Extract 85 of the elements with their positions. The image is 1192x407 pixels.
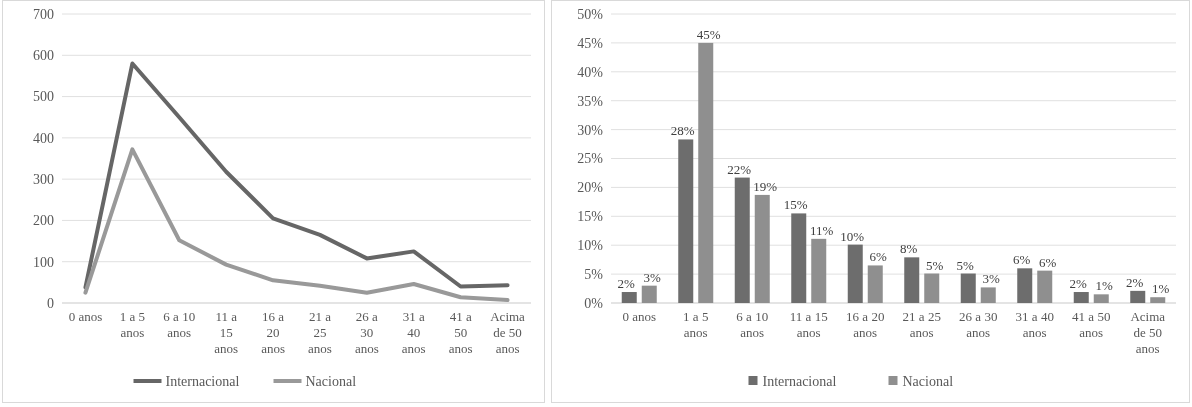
data-label: 8% [900,241,918,257]
data-label: 3% [982,271,1001,287]
data-label: 6% [1013,252,1031,268]
x-tick-label: 41 a 50 anos [1072,309,1111,340]
y-tick-label: 400 [33,130,54,146]
x-tick-label: 41 a 50 anos [448,309,473,356]
bar [811,238,827,303]
data-label: 5% [926,257,944,273]
data-label: 3% [643,269,662,285]
legend-label: Nacional [305,373,357,389]
x-tick-label: 26 a 30 anos [354,309,379,356]
data-label: 1% [1095,278,1114,294]
data-label: 19% [753,178,778,194]
bar [980,287,996,303]
data-label: 11% [810,222,834,238]
bar [1150,297,1166,303]
x-tick-label: 0 anos [622,309,657,324]
line-series [83,147,510,303]
y-tick-label: 35% [577,93,604,109]
y-tick-label: 500 [33,89,54,105]
y-tick-label: 50% [577,6,604,22]
y-tick-label: 45% [577,35,604,51]
y-tick-label: 0% [584,295,604,311]
bar [641,285,657,303]
x-tick-label: 16 a 20 anos [261,309,285,356]
data-label: 2% [1069,276,1088,292]
bar [1017,268,1033,303]
bar [734,177,750,303]
legend-label: Internacional [165,373,240,389]
x-tick-label: 6 a 10 anos [736,309,769,340]
legend-label: Nacional [902,373,954,389]
data-label: 10% [840,228,865,244]
x-tick-label: 26 a 30 anos [959,309,998,340]
bar [1037,270,1053,303]
x-tick-label: 1 a 5 anos [119,309,145,340]
data-label: 22% [727,161,752,177]
data-label: 2% [617,276,636,292]
data-label: 28% [670,123,695,139]
data-label: 45% [696,26,721,42]
data-label: 1% [1152,281,1170,297]
y-tick-label: 0 [47,295,54,311]
bar [1130,290,1146,303]
y-tick-label: 15% [577,209,604,225]
y-tick-label: 100 [33,254,54,270]
x-tick-label: 21 a 25 anos [308,309,332,356]
data-label: 5% [956,257,975,273]
y-tick-label: 600 [33,48,54,64]
y-tick-label: 700 [33,6,54,22]
bar [791,213,807,303]
bar [678,139,694,303]
bar [847,244,863,303]
bar [960,273,976,303]
data-label: 6% [1039,254,1057,270]
x-tick-label: 11 a 15 anos [214,309,239,356]
data-label: 15% [783,197,808,213]
y-tick-label: 5% [584,267,604,282]
x-tick-label: 21 a 25 anos [902,309,941,340]
bar [1073,292,1089,303]
bar [698,42,714,303]
x-tick-label: Acima de 50 anos [490,309,526,356]
x-tick-label: 6 a 10 anos [163,309,196,340]
y-tick-label: 10% [577,238,604,254]
bar [754,194,770,303]
bar [904,257,920,303]
y-tick-label: 40% [577,64,604,80]
x-tick-label: 31 a 40 anos [1015,309,1054,340]
y-tick-label: 20% [577,180,604,196]
y-tick-label: 200 [33,213,54,229]
bar [924,273,940,303]
line-series [83,61,510,290]
data-label: 6% [869,249,888,265]
x-tick-label: 11 a 15 anos [789,309,828,340]
y-tick-label: 25% [577,151,604,167]
bar [1093,294,1109,303]
x-tick-label: Acima de 50 anos [1130,309,1166,356]
bar [867,265,883,303]
x-tick-label: 16 a 20 anos [846,309,885,340]
legend-label: Internacional [762,373,837,389]
y-tick-label: 30% [577,122,604,138]
x-tick-label: 0 anos [68,309,103,324]
x-tick-label: 1 a 5 anos [683,309,709,340]
y-tick-label: 300 [33,172,54,188]
x-tick-label: 31 a 40 anos [401,309,426,356]
bar [621,292,637,303]
data-label: 2% [1126,274,1144,290]
